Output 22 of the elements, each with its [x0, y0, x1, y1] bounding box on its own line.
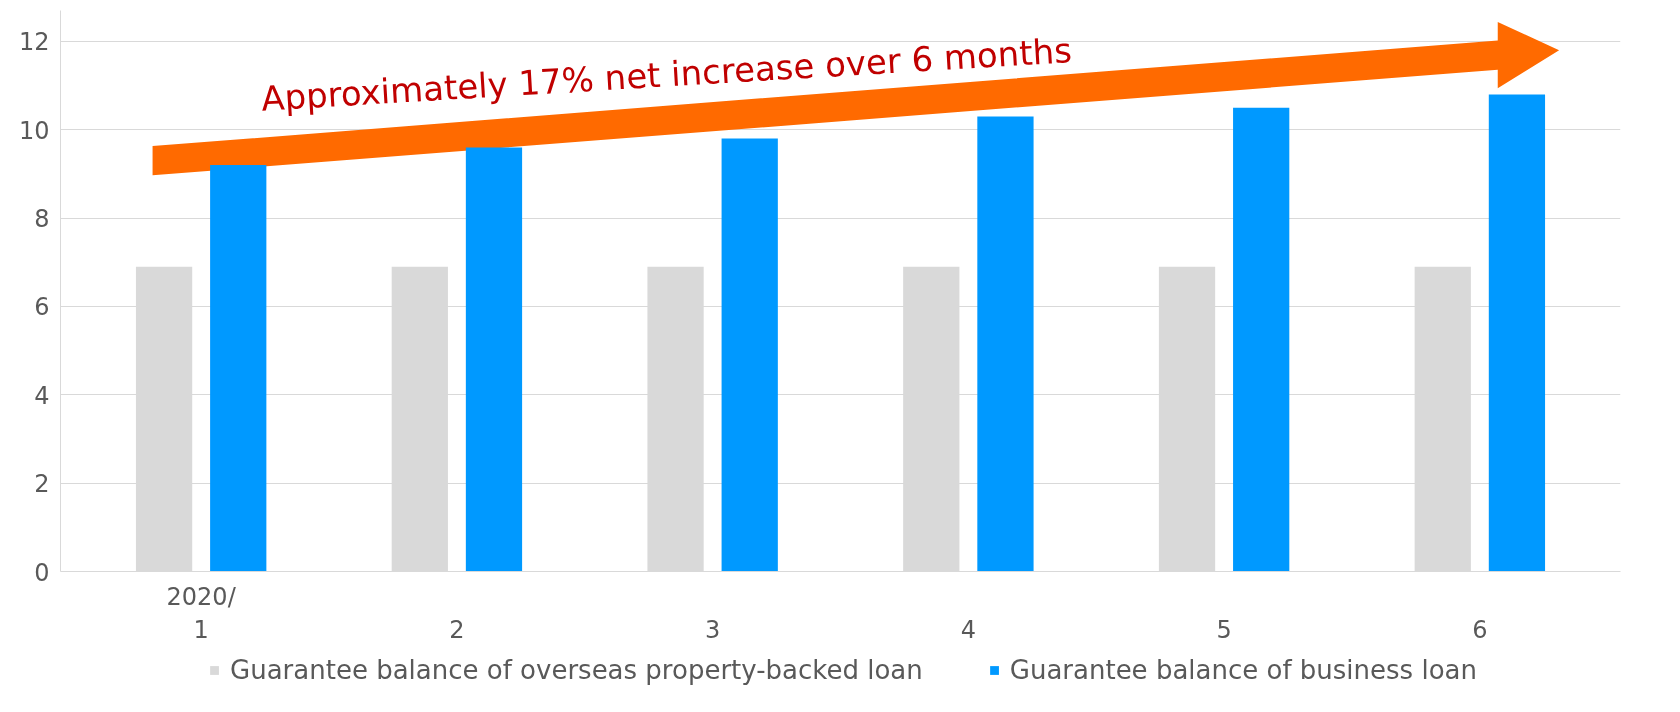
x-tick-label: 2020/ 1: [166, 582, 237, 644]
legend-label: Guarantee balance of business loan: [1009, 655, 1477, 685]
bar: [210, 165, 267, 572]
y-tick-label: 10: [18, 116, 50, 145]
bar: [977, 116, 1034, 572]
bar: [721, 138, 778, 572]
y-tick-label: 8: [34, 205, 50, 234]
x-tick-label: 6: [1472, 615, 1488, 644]
y-tick-label: 2: [34, 470, 50, 499]
bar: [1233, 107, 1290, 572]
y-tick-label: 0: [34, 558, 50, 587]
y-tick-label: 6: [34, 293, 50, 322]
y-tick-label: 12: [18, 28, 50, 57]
x-tick-label: 3: [705, 615, 721, 644]
x-tick-label: 2: [449, 615, 465, 644]
x-tick-label: 5: [1216, 615, 1232, 644]
bar: [1488, 94, 1546, 572]
legend-label: Guarantee balance of overseas property-backed loan: [230, 655, 923, 685]
annotation: Approximately 17% net increase over 6 months: [260, 30, 1073, 119]
y-tick-label: 4: [34, 381, 50, 410]
bar: [465, 147, 523, 572]
x-tick-label: 4: [960, 615, 977, 644]
